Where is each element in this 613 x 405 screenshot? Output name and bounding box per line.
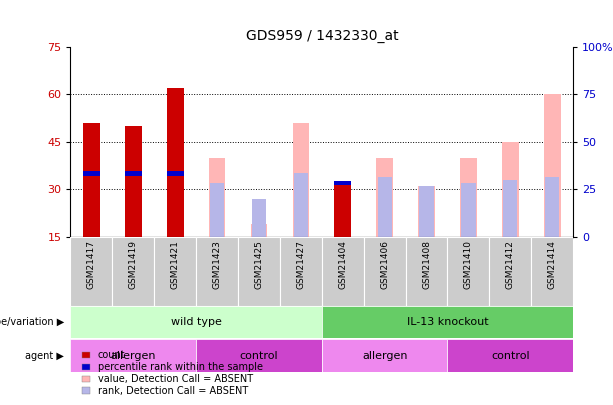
Bar — [196, 237, 238, 306]
Bar — [210, 183, 224, 237]
Bar — [154, 237, 196, 306]
Bar — [208, 158, 226, 237]
Bar — [167, 88, 184, 237]
Text: GSM21419: GSM21419 — [129, 241, 138, 289]
Bar — [292, 123, 309, 237]
Bar — [419, 186, 433, 237]
Bar — [364, 237, 406, 306]
Text: GSM21417: GSM21417 — [87, 241, 96, 289]
Text: IL-13 knockout: IL-13 knockout — [406, 317, 489, 327]
Text: allergen: allergen — [110, 351, 156, 360]
Bar — [335, 181, 351, 185]
Title: GDS959 / 1432330_at: GDS959 / 1432330_at — [246, 29, 398, 43]
Bar — [70, 306, 322, 338]
Bar — [335, 183, 351, 237]
Text: genotype/variation ▶: genotype/variation ▶ — [0, 317, 64, 327]
Text: agent ▶: agent ▶ — [26, 351, 64, 360]
Bar — [376, 158, 393, 237]
Text: GSM21423: GSM21423 — [213, 241, 222, 289]
Bar — [322, 237, 364, 306]
Bar — [196, 339, 322, 372]
Text: GSM21427: GSM21427 — [296, 241, 305, 289]
Text: GSM21404: GSM21404 — [338, 241, 348, 289]
Bar — [112, 237, 154, 306]
Bar — [251, 224, 267, 237]
Bar — [489, 237, 531, 306]
Bar — [447, 339, 573, 372]
Bar — [322, 306, 573, 338]
Bar — [406, 237, 447, 306]
Bar — [238, 237, 280, 306]
Bar — [70, 339, 196, 372]
Bar — [294, 173, 308, 237]
Bar — [83, 171, 100, 176]
Bar — [83, 123, 100, 237]
Bar — [502, 142, 519, 237]
Bar — [460, 158, 477, 237]
Bar — [125, 126, 142, 237]
Bar — [378, 177, 392, 237]
Text: GSM21406: GSM21406 — [380, 241, 389, 289]
Bar — [545, 177, 559, 237]
Text: GSM21421: GSM21421 — [170, 241, 180, 289]
Bar — [531, 237, 573, 306]
Bar — [280, 237, 322, 306]
Bar — [322, 339, 447, 372]
Text: GSM21414: GSM21414 — [547, 241, 557, 289]
Text: allergen: allergen — [362, 351, 408, 360]
Text: control: control — [240, 351, 278, 360]
Text: wild type: wild type — [171, 317, 221, 327]
Text: GSM21412: GSM21412 — [506, 241, 515, 289]
Bar — [503, 180, 517, 237]
Legend: count, percentile rank within the sample, value, Detection Call = ABSENT, rank, : count, percentile rank within the sample… — [78, 347, 267, 400]
Bar — [462, 183, 476, 237]
Bar — [447, 237, 489, 306]
Text: control: control — [491, 351, 530, 360]
Text: GSM21408: GSM21408 — [422, 241, 431, 289]
Bar — [125, 171, 142, 176]
Text: GSM21410: GSM21410 — [464, 241, 473, 289]
Bar — [544, 94, 561, 237]
Text: GSM21425: GSM21425 — [254, 241, 264, 289]
Bar — [252, 199, 266, 237]
Bar — [167, 171, 184, 176]
Bar — [418, 186, 435, 237]
Bar — [70, 237, 112, 306]
